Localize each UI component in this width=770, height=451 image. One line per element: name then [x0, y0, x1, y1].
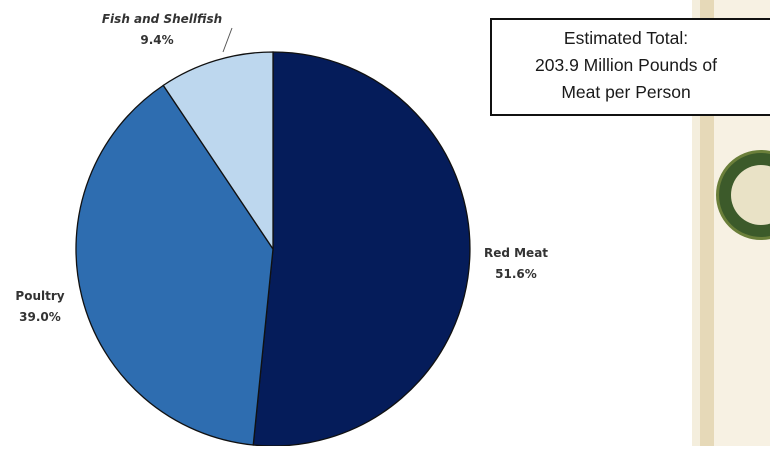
pie-slices — [75, 51, 471, 447]
slice-value-poultry: 39.0% — [19, 310, 61, 324]
total-annotation-box: Estimated Total: 203.9 Million Pounds of… — [490, 18, 770, 116]
total-line-2: 203.9 Million Pounds of — [535, 55, 717, 75]
slice-value-fish: 9.4% — [140, 33, 173, 47]
total-line-3: Meat per Person — [561, 82, 691, 102]
slice-red-meat — [252, 51, 471, 447]
slice-label-fish: Fish and Shellfish — [102, 12, 222, 26]
slice-fish-and-shellfish — [162, 51, 274, 252]
slice-poultry — [75, 84, 274, 446]
fish-leader-line — [222, 27, 233, 53]
slice-value-red-meat: 51.6% — [495, 267, 537, 281]
slice-label-red-meat: Red Meat — [484, 246, 548, 260]
seal-center — [731, 165, 770, 225]
slice-label-poultry: Poultry — [15, 289, 64, 303]
total-line-1: Estimated Total: — [563, 28, 689, 48]
